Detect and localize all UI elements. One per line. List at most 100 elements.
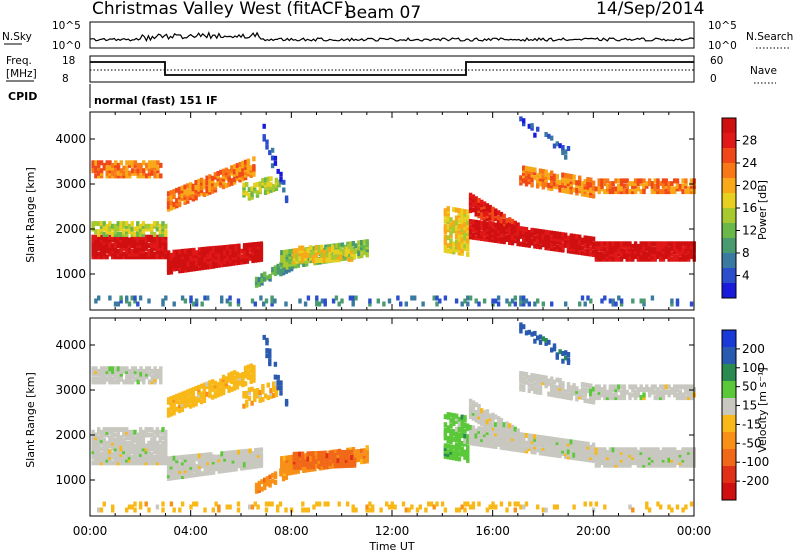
range-cell-4 bbox=[224, 376, 229, 382]
range-cell-9 bbox=[449, 230, 453, 236]
range-cell-9 bbox=[449, 241, 453, 246]
range-cell-5 bbox=[255, 393, 260, 399]
range-cell-15 bbox=[533, 338, 537, 344]
range-cell-4 bbox=[232, 380, 237, 386]
range-cell-11 bbox=[566, 240, 571, 246]
range-cell-0 bbox=[150, 446, 154, 452]
range-cell-12 bbox=[614, 251, 618, 257]
range-cell-14 bbox=[664, 178, 668, 184]
range-cell-4 bbox=[188, 390, 193, 396]
range-cell-3 bbox=[211, 462, 216, 468]
range-cell-8 bbox=[347, 246, 351, 252]
range-cell-3 bbox=[254, 242, 258, 247]
range-cell-11 bbox=[505, 445, 509, 451]
range-cell-4 bbox=[175, 399, 179, 404]
range-cell-13 bbox=[591, 185, 596, 191]
range-cell-4 bbox=[232, 375, 237, 381]
range-cell-11 bbox=[589, 452, 593, 458]
range-cell-0 bbox=[152, 460, 157, 466]
range-cell-17 bbox=[337, 301, 341, 307]
range-cell-10 bbox=[499, 420, 504, 426]
range-cell-4 bbox=[191, 397, 195, 403]
range-cell-4 bbox=[197, 184, 201, 189]
range-cell-0 bbox=[116, 237, 120, 243]
range-cell-4 bbox=[210, 379, 215, 385]
range-cell-12 bbox=[661, 249, 666, 254]
range-cell-17 bbox=[340, 298, 344, 304]
range-cell-13 bbox=[572, 174, 576, 180]
range-cell-14 bbox=[619, 189, 624, 195]
range-cell-1 bbox=[108, 226, 112, 232]
range-cell-14 bbox=[664, 384, 668, 390]
range-cell-3 bbox=[256, 463, 261, 469]
range-cell-17 bbox=[331, 298, 336, 304]
range-cell-11 bbox=[519, 442, 523, 448]
range-cell-6 bbox=[254, 482, 259, 488]
range-cell-2 bbox=[99, 366, 104, 372]
range-cell-9 bbox=[457, 422, 462, 427]
range-cell-14 bbox=[653, 183, 657, 189]
range-cell-3 bbox=[189, 454, 193, 460]
range-cell-17 bbox=[513, 507, 517, 513]
range-cell-12 bbox=[650, 249, 655, 254]
range-cell-0 bbox=[138, 254, 143, 260]
range-cell-3 bbox=[217, 465, 221, 471]
range-cell-3 bbox=[195, 266, 199, 271]
range-cell-13 bbox=[519, 180, 523, 186]
range-cell-11 bbox=[561, 445, 565, 451]
range-cell-12 bbox=[608, 462, 613, 468]
range-cell-3 bbox=[242, 451, 247, 457]
range-cell-0 bbox=[147, 254, 151, 260]
range-cell-17 bbox=[376, 298, 380, 304]
range-cell-0 bbox=[125, 254, 129, 260]
range-cell-14 bbox=[687, 392, 691, 398]
range-cell-8 bbox=[292, 248, 297, 254]
range-cell-6 bbox=[273, 265, 278, 271]
range-cell-12 bbox=[653, 449, 657, 455]
range-cell-10 bbox=[482, 214, 487, 220]
range-cell-3 bbox=[251, 252, 255, 258]
range-cell-3 bbox=[231, 450, 235, 456]
range-cell-11 bbox=[468, 229, 473, 235]
range-cell-3 bbox=[248, 448, 252, 454]
range-cell-1 bbox=[127, 435, 132, 441]
range-cell-7 bbox=[304, 261, 309, 267]
range-cell-3 bbox=[178, 249, 182, 255]
range-cell-17 bbox=[147, 507, 151, 513]
range-cell-11 bbox=[491, 227, 495, 233]
range-cell-1 bbox=[144, 226, 148, 232]
range-cell-1 bbox=[99, 223, 104, 229]
range-cell-12 bbox=[675, 254, 680, 260]
range-cell-0 bbox=[136, 251, 140, 257]
range-cell-5 bbox=[258, 184, 262, 189]
range-cell-2 bbox=[91, 371, 95, 377]
range-cell-3 bbox=[211, 256, 216, 262]
range-cell-5 bbox=[250, 186, 254, 192]
range-cell-13 bbox=[536, 389, 540, 395]
range-cell-10 bbox=[494, 208, 498, 214]
range-cell-10 bbox=[499, 211, 504, 217]
range-cell-4 bbox=[172, 201, 176, 207]
range-cell-4 bbox=[169, 411, 173, 417]
range-cell-11 bbox=[533, 238, 537, 244]
range-cell-17 bbox=[572, 504, 576, 510]
range-cell-17 bbox=[390, 504, 394, 510]
range-cell-8 bbox=[328, 453, 332, 459]
range-cell-0 bbox=[94, 248, 98, 254]
range-cell-4 bbox=[246, 171, 251, 177]
range-cell-3 bbox=[214, 257, 219, 263]
range-cell-9 bbox=[460, 414, 464, 420]
range-cell-3 bbox=[181, 251, 185, 257]
range-cell-12 bbox=[645, 447, 649, 453]
range-cell-8 bbox=[350, 256, 354, 262]
range-cell-12 bbox=[603, 447, 607, 453]
range-cell-8 bbox=[325, 247, 329, 253]
range-cell-12 bbox=[667, 449, 671, 455]
range-cell-11 bbox=[505, 440, 509, 446]
range-cell-3 bbox=[172, 455, 176, 461]
range-cell-3 bbox=[254, 252, 258, 258]
range-cell-0 bbox=[105, 440, 109, 446]
range-cell-2 bbox=[133, 162, 138, 168]
range-cell-12 bbox=[611, 447, 615, 453]
range-cell-7 bbox=[362, 448, 367, 454]
